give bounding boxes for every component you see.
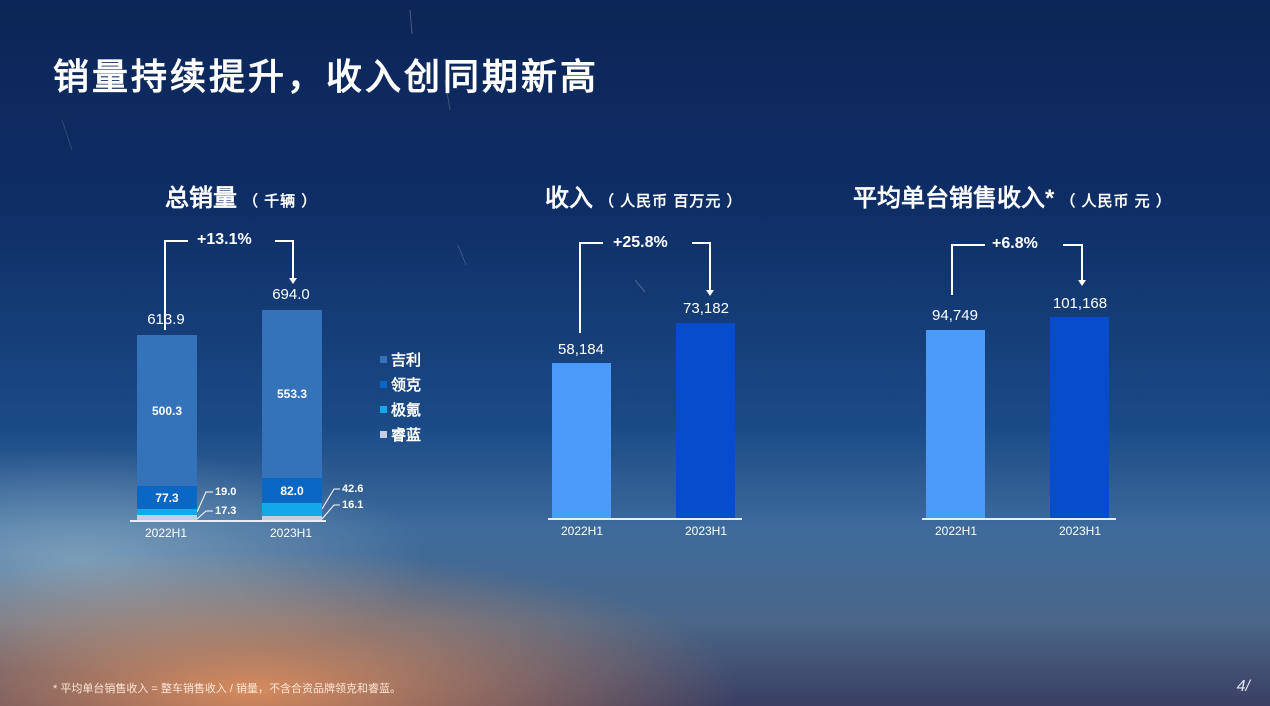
legend-item-lynkco: 领克 (380, 372, 421, 397)
legend-item-geely: 吉利 (380, 347, 421, 372)
livan-2022-value: 17.3 (215, 505, 237, 517)
legend-label: 极氪 (391, 402, 422, 419)
sales-xlabel-2023: 2023H1 (269, 526, 313, 540)
sales-total-2022: 613.9 (147, 311, 185, 328)
avg-revenue-value-2023: 101,168 (1052, 295, 1108, 312)
revenue-value-2022: 58,184 (558, 341, 604, 358)
avg-revenue-panel-title: 平均单台销售收入* （ 人民币 元 ） (853, 178, 1172, 213)
footnote: * 平均单台销售收入 = 整车销售收入 / 销量，不含合资品牌领克和睿蓝。 (53, 683, 402, 695)
sales-x-axis (130, 520, 326, 522)
bar-lynkco-2022 (137, 486, 197, 509)
avg-revenue-unit: （ 人民币 元 ） (1060, 193, 1172, 210)
bar-livan-2022 (137, 515, 197, 520)
avg-revenue-value-2022: 94,749 (932, 307, 978, 324)
zeekr-2023-value: 42.6 (342, 483, 364, 495)
revenue-value-2023: 73,182 (683, 300, 729, 317)
avg-revenue-title-text: 平均单台销售收入* (853, 185, 1055, 212)
bar-zeekr-2023 (262, 503, 322, 516)
page-title: 销量持续提升，收入创同期新高 (53, 56, 600, 97)
legend-item-zeekr: 极氪 (380, 397, 421, 422)
sales-total-2023: 694.0 (272, 286, 310, 303)
bar-livan-2023 (262, 516, 322, 520)
bar-geely-2022 (137, 335, 197, 486)
sales-growth-label: +13.1% (197, 231, 252, 248)
revenue-x-axis (548, 518, 742, 520)
geely-2023-value: 553.3 (276, 387, 308, 401)
page-number: 4/ (1236, 678, 1250, 695)
legend-swatch-icon (380, 381, 387, 388)
legend-label: 睿蓝 (391, 427, 422, 444)
revenue-bar-2023 (676, 323, 735, 519)
sales-panel-title: 总销量 （ 千辆 ） (165, 178, 317, 213)
avg-revenue-growth-label: +6.8% (992, 235, 1038, 252)
bar-zeekr-2022 (137, 509, 197, 515)
legend-item-livan: 睿蓝 (380, 422, 421, 447)
avg-revenue-bar-2023 (1050, 317, 1109, 519)
avg-revenue-x-axis (922, 518, 1116, 520)
bar-lynkco-2023 (262, 478, 322, 503)
legend-swatch-icon (380, 356, 387, 363)
livan-2023-value: 16.1 (342, 499, 364, 511)
legend-swatch-icon (380, 431, 387, 438)
avg-revenue-bar-2022 (926, 330, 985, 519)
legend-label: 吉利 (391, 352, 422, 369)
revenue-unit: （ 人民币 百万元 ） (599, 193, 743, 210)
lynkco-2023-value: 82.0 (280, 484, 304, 498)
avg-revenue-xlabel-2023: 2023H1 (1058, 524, 1102, 538)
bar-geely-2023 (262, 310, 322, 478)
sales-title-text: 总销量 (165, 185, 237, 212)
revenue-bar-2022 (552, 363, 611, 519)
zeekr-2022-value: 19.0 (215, 486, 237, 498)
revenue-panel-title: 收入 （ 人民币 百万元 ） (545, 178, 743, 213)
sales-xlabel-2022: 2022H1 (144, 526, 188, 540)
revenue-growth-label: +25.8% (613, 234, 668, 251)
revenue-xlabel-2023: 2023H1 (684, 524, 728, 538)
lynkco-2022-value: 77.3 (155, 491, 179, 505)
revenue-xlabel-2022: 2022H1 (560, 524, 604, 538)
legend-swatch-icon (380, 406, 387, 413)
sales-legend: 吉利 领克 极氪 睿蓝 (380, 347, 421, 447)
sales-unit: （ 千辆 ） (243, 193, 318, 210)
avg-revenue-xlabel-2022: 2022H1 (934, 524, 978, 538)
revenue-title-text: 收入 (545, 185, 593, 212)
geely-2022-value: 500.3 (151, 404, 183, 418)
legend-label: 领克 (391, 377, 422, 394)
